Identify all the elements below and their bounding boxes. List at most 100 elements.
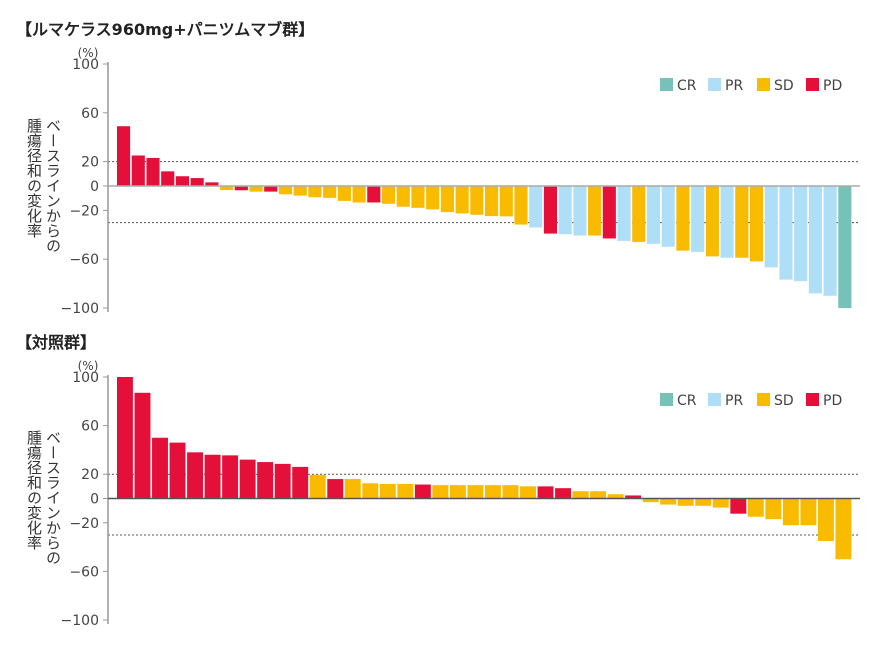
bar-sd	[677, 498, 694, 506]
bar-sd	[749, 186, 764, 262]
bar-sd	[308, 186, 322, 198]
bar-pr	[691, 186, 705, 252]
bar-sd	[499, 186, 513, 217]
bar-sd	[735, 186, 749, 258]
bar-pr	[646, 186, 661, 244]
bar-sd	[381, 186, 396, 204]
bar-pd	[274, 463, 291, 499]
bar-sd	[379, 483, 396, 499]
bar-sd	[514, 186, 528, 225]
legend-label-sd: SD	[774, 393, 794, 409]
bar-pd	[537, 486, 554, 499]
bar-pd	[602, 186, 616, 239]
bar-pd	[239, 459, 256, 499]
y-axis-label-bottom: ベースラインからの 腫瘍径和の変化率	[24, 430, 62, 565]
bar-sd	[467, 485, 484, 499]
bar-sd	[362, 483, 379, 499]
legend-swatch-pr	[708, 393, 721, 406]
legend-swatch-pd	[806, 78, 819, 91]
y-tick-label: 60	[81, 106, 99, 122]
bar-pd	[152, 437, 168, 499]
bar-sd	[660, 498, 677, 505]
bar-sd	[590, 491, 607, 499]
bar-pr	[823, 186, 837, 296]
bar-sd	[440, 186, 454, 213]
bar-sd	[411, 186, 425, 208]
bar-sd	[588, 186, 602, 236]
bar-sd	[293, 186, 307, 196]
bar-pr	[529, 186, 543, 228]
bar-pd	[327, 479, 344, 499]
y-tick-label: 100	[72, 57, 99, 73]
bar-sd	[485, 485, 501, 499]
bar-sd	[278, 186, 293, 195]
bar-pr	[794, 186, 808, 282]
bar-sd	[712, 498, 729, 508]
bar-sd	[249, 186, 263, 192]
y-tick-label: 0	[90, 492, 99, 508]
bar-sd	[337, 186, 351, 201]
y-tick-label: 100	[72, 370, 99, 386]
bar-sd	[782, 498, 799, 526]
bar-pr	[779, 186, 793, 280]
y-tick-label: −60	[69, 564, 99, 580]
y-axis-label-top: ベースラインからの 腫瘍径和の変化率	[24, 118, 62, 253]
bar-sd	[432, 485, 449, 499]
bar-sd	[642, 498, 659, 503]
legend-label-pd: PD	[823, 393, 842, 409]
legend-label-cr: CR	[677, 393, 697, 409]
bar-pd	[555, 488, 572, 499]
y-tick-label: −100	[61, 301, 99, 317]
bar-pd	[367, 186, 381, 203]
bar-pd	[625, 495, 642, 499]
bar-sd	[309, 474, 326, 499]
legend-swatch-sd	[757, 78, 770, 91]
bar-sd	[352, 186, 366, 203]
bar-pd	[169, 442, 186, 499]
bar-sd	[344, 479, 361, 499]
bar-pd	[257, 462, 274, 499]
legend-label-cr: CR	[677, 78, 697, 94]
bar-pr	[617, 186, 631, 241]
legend-swatch-pr	[708, 78, 721, 91]
bar-pd	[264, 186, 278, 192]
bar-pd	[131, 155, 145, 186]
y-tick-label: −100	[61, 613, 99, 629]
y-tick-label: −20	[69, 203, 99, 219]
chart-title-lumakras: 【ルマケラス960mg+パニツムマブ群】	[16, 20, 315, 39]
bar-pd	[414, 484, 431, 499]
bar-pr	[661, 186, 675, 247]
bar-pd	[730, 498, 747, 514]
y-tick-label: −20	[69, 516, 99, 532]
y-tick-label: 60	[81, 419, 99, 435]
bar-pd	[222, 455, 239, 499]
bar-pd	[292, 466, 309, 499]
legend-label-sd: SD	[774, 78, 794, 94]
bar-pr	[558, 186, 572, 235]
bar-pd	[234, 186, 248, 191]
y-axis-label-line2: 腫瘍径和の変化率	[25, 430, 43, 550]
bar-sd	[220, 186, 234, 191]
bar-pd	[204, 454, 221, 499]
bar-sd	[747, 498, 764, 517]
bar-sd	[607, 494, 624, 499]
legend-label-pr: PR	[725, 78, 743, 94]
bar-sd	[835, 498, 852, 560]
bar-sd	[485, 186, 499, 217]
bar-sd	[632, 186, 646, 242]
y-tick-label: 20	[81, 155, 99, 171]
legend-swatch-sd	[757, 393, 770, 406]
legend-swatch-cr	[660, 393, 673, 406]
bar-sd	[800, 498, 817, 526]
y-unit-label: (%)	[78, 359, 99, 373]
bar-sd	[705, 186, 719, 257]
legend-label-pr: PR	[725, 393, 743, 409]
bar-sd	[470, 186, 484, 215]
chart-title-control: 【対照群】	[16, 333, 97, 352]
bar-pd	[190, 178, 204, 186]
bar-pd	[543, 186, 557, 234]
y-axis-label-line1: ベースラインからの	[44, 430, 62, 565]
bar-cr	[838, 186, 852, 308]
bar-sd	[455, 186, 469, 214]
